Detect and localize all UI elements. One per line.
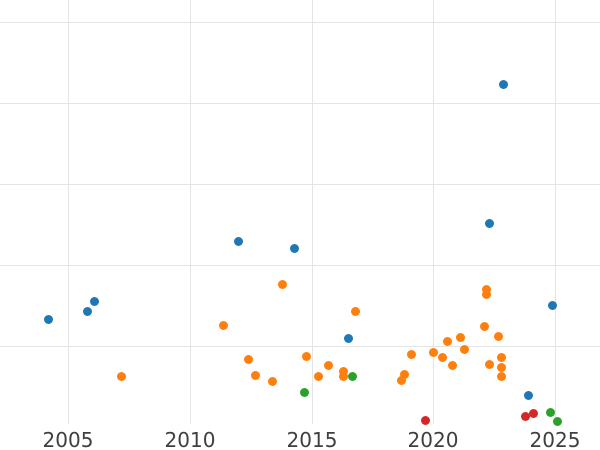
scatter-point-series-orange <box>338 366 348 376</box>
scatter-point-series-orange <box>479 321 489 331</box>
scatter-point-series-orange <box>496 371 506 381</box>
scatter-point-series-orange <box>406 349 416 359</box>
scatter-point-series-orange <box>496 362 506 372</box>
scatter-point-series-blue <box>523 390 533 400</box>
vertical-gridline <box>190 0 191 424</box>
scatter-point-series-orange <box>324 360 334 370</box>
scatter-point-series-green <box>299 387 309 397</box>
horizontal-gridline <box>0 22 600 23</box>
scatter-point-series-orange <box>460 344 470 354</box>
vertical-gridline <box>433 0 434 424</box>
scatter-point-series-blue <box>548 300 558 310</box>
scatter-point-series-orange <box>277 279 287 289</box>
scatter-point-series-orange <box>397 375 407 385</box>
scatter-point-series-orange <box>250 370 260 380</box>
scatter-point-series-orange <box>399 369 409 379</box>
horizontal-gridline <box>0 265 600 266</box>
scatter-point-series-blue <box>289 243 299 253</box>
scatter-point-series-green <box>552 416 562 426</box>
scatter-point-series-red <box>521 411 531 421</box>
scatter-point-series-orange <box>494 331 504 341</box>
scatter-point-series-blue <box>233 236 243 246</box>
scatter-point-series-blue <box>44 314 54 324</box>
x-tick-label-2025: 2025 <box>529 428 581 450</box>
scatter-point-series-orange <box>350 306 360 316</box>
scatter-point-series-red <box>528 408 538 418</box>
scatter-point-series-red <box>421 415 431 425</box>
scatter-point-series-orange <box>302 351 312 361</box>
x-tick-label-2005: 2005 <box>42 428 94 450</box>
scatter-point-series-blue <box>499 79 509 89</box>
scatter-point-series-blue <box>82 306 92 316</box>
vertical-gridline <box>68 0 69 424</box>
scatter-point-series-orange <box>438 352 448 362</box>
x-tick-label-2020: 2020 <box>407 428 459 450</box>
horizontal-gridline <box>0 103 600 104</box>
scatter-point-series-green <box>545 407 555 417</box>
scatter-point-series-orange <box>219 320 229 330</box>
scatter-point-series-orange <box>117 371 127 381</box>
scatter-point-series-blue <box>484 218 494 228</box>
scatter-point-series-orange <box>428 347 438 357</box>
scatter-point-series-orange <box>482 289 492 299</box>
scatter-point-series-orange <box>482 284 492 294</box>
vertical-gridline <box>312 0 313 424</box>
x-tick-label-2015: 2015 <box>286 428 338 450</box>
scatter-point-series-orange <box>496 352 506 362</box>
scatter-point-series-orange <box>268 376 278 386</box>
scatter-point-series-orange <box>448 360 458 370</box>
scatter-point-series-green <box>348 371 358 381</box>
scatter-point-series-orange <box>243 354 253 364</box>
scatter-point-series-blue <box>343 333 353 343</box>
scatter-point-series-orange <box>455 332 465 342</box>
x-tick-label-2010: 2010 <box>164 428 216 450</box>
vertical-gridline <box>555 0 556 424</box>
horizontal-gridline <box>0 184 600 185</box>
scatter-point-series-orange <box>484 359 494 369</box>
scatter-point-series-blue <box>90 296 100 306</box>
horizontal-gridline <box>0 346 600 347</box>
scatter-point-series-orange <box>443 336 453 346</box>
scatter-point-series-orange <box>314 371 324 381</box>
scatter-point-series-orange <box>338 371 348 381</box>
